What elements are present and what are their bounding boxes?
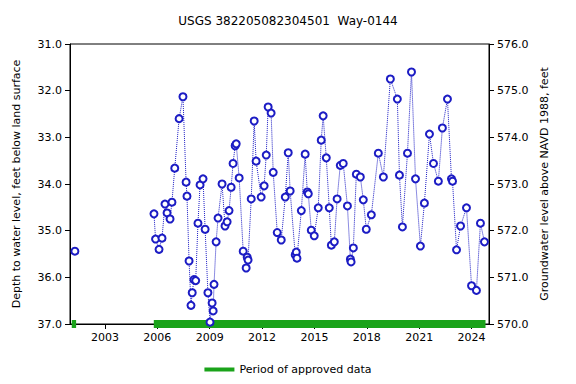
svg-text:USGS 382205082304501 Way-0144: USGS 382205082304501 Way-0144	[178, 14, 398, 28]
svg-text:2018: 2018	[353, 331, 381, 344]
svg-text:2021: 2021	[405, 331, 433, 344]
svg-text:2015: 2015	[300, 331, 328, 344]
svg-text:573.0: 573.0	[497, 178, 529, 191]
svg-text:2024: 2024	[458, 331, 486, 344]
svg-text:34.0: 34.0	[38, 178, 63, 191]
svg-text:35.0: 35.0	[38, 224, 63, 237]
svg-text:576.0: 576.0	[497, 38, 529, 51]
svg-text:574.0: 574.0	[497, 131, 529, 144]
svg-text:575.0: 575.0	[497, 84, 529, 97]
svg-text:31.0: 31.0	[38, 38, 63, 51]
svg-text:33.0: 33.0	[38, 131, 63, 144]
svg-text:37.0: 37.0	[38, 318, 63, 331]
svg-text:2003: 2003	[91, 331, 119, 344]
svg-text:Depth to water level, feet bel: Depth to water level, feet below land su…	[10, 59, 23, 308]
svg-text:571.0: 571.0	[497, 271, 529, 284]
svg-text:Groundwater level above NAVD 1: Groundwater level above NAVD 1988, feet	[538, 67, 551, 301]
svg-text:2006: 2006	[143, 331, 171, 344]
svg-text:572.0: 572.0	[497, 224, 529, 237]
svg-text:570.0: 570.0	[497, 318, 529, 331]
svg-text:2012: 2012	[248, 331, 276, 344]
svg-text:36.0: 36.0	[38, 271, 63, 284]
svg-text:32.0: 32.0	[38, 84, 63, 97]
svg-text:Period of approved data: Period of approved data	[239, 363, 371, 376]
svg-text:2009: 2009	[196, 331, 224, 344]
